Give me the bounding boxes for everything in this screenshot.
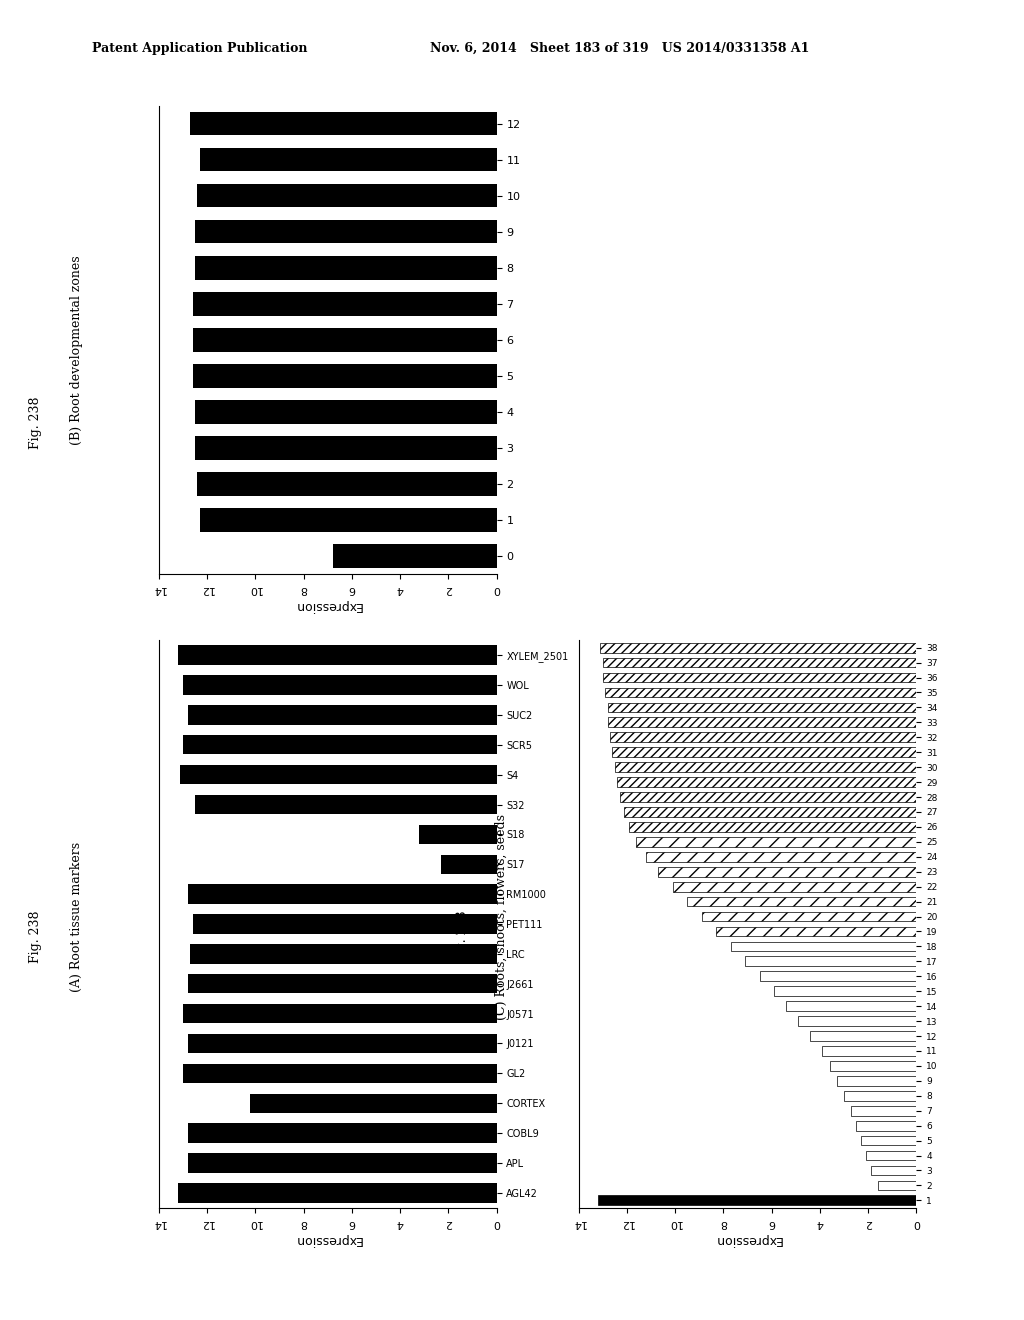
Bar: [193, 329, 497, 351]
Bar: [600, 643, 916, 652]
Bar: [200, 508, 497, 532]
Bar: [870, 1166, 916, 1175]
Bar: [760, 972, 916, 981]
Bar: [612, 747, 916, 758]
Bar: [598, 1196, 916, 1205]
Bar: [614, 763, 916, 772]
Bar: [629, 822, 916, 832]
Bar: [617, 777, 916, 787]
Bar: [701, 912, 916, 921]
Text: Fig. 238: Fig. 238: [30, 396, 42, 449]
X-axis label: Expression: Expression: [294, 1233, 361, 1246]
Bar: [198, 473, 497, 496]
Text: (A) Root tissue markers: (A) Root tissue markers: [71, 842, 83, 993]
Bar: [620, 792, 916, 801]
Bar: [745, 957, 916, 966]
Bar: [716, 927, 916, 936]
Bar: [774, 986, 916, 997]
Bar: [187, 1034, 497, 1053]
Bar: [333, 544, 497, 568]
Bar: [851, 1106, 916, 1115]
Bar: [822, 1047, 916, 1056]
Bar: [607, 718, 916, 727]
Bar: [658, 867, 916, 876]
Bar: [420, 825, 497, 843]
Bar: [183, 1064, 497, 1084]
Bar: [187, 1123, 497, 1143]
Bar: [251, 1093, 497, 1113]
Bar: [856, 1121, 916, 1130]
Text: Fig. 238: Fig. 238: [457, 911, 469, 964]
Text: (B) Root developmental zones: (B) Root developmental zones: [71, 255, 83, 445]
Bar: [195, 795, 497, 814]
Bar: [866, 1151, 916, 1160]
Bar: [195, 400, 497, 424]
Bar: [200, 148, 497, 172]
Bar: [193, 292, 497, 315]
Bar: [187, 1154, 497, 1172]
Bar: [673, 882, 916, 891]
Bar: [844, 1090, 916, 1101]
Bar: [195, 437, 497, 459]
Bar: [195, 256, 497, 280]
Bar: [198, 183, 497, 207]
Bar: [603, 657, 916, 668]
Bar: [646, 851, 916, 862]
Bar: [786, 1002, 916, 1011]
Bar: [183, 1005, 497, 1023]
Bar: [829, 1061, 916, 1071]
Bar: [178, 1183, 497, 1203]
Bar: [180, 764, 497, 784]
Text: (C) Roots, shoots, flowers, seeds: (C) Roots, shoots, flowers, seeds: [496, 814, 508, 1020]
Bar: [193, 364, 497, 388]
Bar: [190, 944, 497, 964]
Bar: [607, 702, 916, 713]
Bar: [625, 807, 916, 817]
Bar: [193, 915, 497, 933]
Bar: [183, 676, 497, 694]
X-axis label: Expression: Expression: [714, 1233, 781, 1246]
Bar: [178, 645, 497, 665]
Bar: [687, 896, 916, 907]
Bar: [187, 974, 497, 994]
Bar: [190, 112, 497, 136]
Bar: [810, 1031, 916, 1041]
Text: Fig. 238: Fig. 238: [30, 911, 42, 964]
Bar: [861, 1135, 916, 1146]
Bar: [187, 705, 497, 725]
Bar: [731, 941, 916, 952]
Text: Nov. 6, 2014   Sheet 183 of 319   US 2014/0331358 A1: Nov. 6, 2014 Sheet 183 of 319 US 2014/03…: [430, 42, 809, 55]
Bar: [441, 854, 497, 874]
X-axis label: Expression: Expression: [294, 599, 361, 612]
Bar: [195, 220, 497, 243]
Bar: [837, 1076, 916, 1085]
Text: Patent Application Publication: Patent Application Publication: [92, 42, 307, 55]
Bar: [183, 735, 497, 755]
Bar: [187, 884, 497, 904]
Bar: [637, 837, 916, 846]
Bar: [878, 1180, 916, 1191]
Bar: [610, 733, 916, 742]
Bar: [799, 1016, 916, 1026]
Bar: [605, 688, 916, 697]
Bar: [603, 673, 916, 682]
